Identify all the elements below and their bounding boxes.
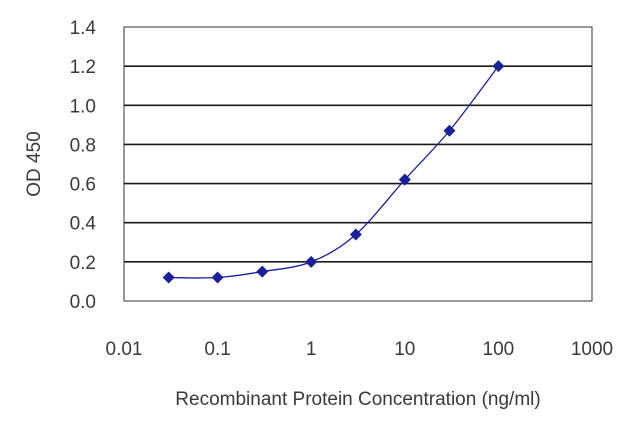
plot-area bbox=[123, 26, 593, 302]
y-tick-label: 0.8 bbox=[70, 135, 96, 156]
data-point-marker bbox=[162, 271, 175, 284]
y-axis-title: OD 450 bbox=[24, 131, 45, 196]
y-tick-label: 0.0 bbox=[70, 292, 96, 313]
y-tick-label: 0.2 bbox=[70, 253, 96, 274]
data-point-marker bbox=[492, 60, 505, 73]
data-series bbox=[162, 60, 505, 284]
gridlines bbox=[124, 65, 592, 263]
x-axis-title: Recombinant Protein Concentration (ng/ml… bbox=[175, 389, 540, 410]
data-point-marker bbox=[256, 265, 269, 278]
y-tick-label: 0.6 bbox=[70, 175, 96, 196]
data-point-marker bbox=[349, 228, 362, 241]
y-tick-label: 1.2 bbox=[70, 57, 96, 78]
data-point-marker bbox=[211, 271, 224, 284]
x-tick-labels: 0.01 0.1 1 10 100 1000 bbox=[106, 339, 614, 360]
y-tick-labels: 0.0 0.2 0.4 0.6 0.8 1.0 1.2 1.4 bbox=[70, 18, 97, 313]
x-tick-label: 0.01 bbox=[106, 339, 143, 360]
data-point-marker bbox=[398, 173, 411, 186]
data-point-marker bbox=[443, 124, 456, 137]
x-tick-label: 1 bbox=[306, 339, 317, 360]
y-tick-label: 1.0 bbox=[70, 96, 96, 117]
y-tick-label: 0.4 bbox=[70, 214, 97, 235]
x-tick-label: 10 bbox=[394, 339, 415, 360]
x-tick-label: 1000 bbox=[571, 339, 613, 360]
data-point-marker bbox=[305, 255, 318, 268]
x-tick-label: 100 bbox=[483, 339, 515, 360]
y-tick-label: 1.4 bbox=[70, 18, 97, 39]
x-tick-label: 0.1 bbox=[204, 339, 230, 360]
